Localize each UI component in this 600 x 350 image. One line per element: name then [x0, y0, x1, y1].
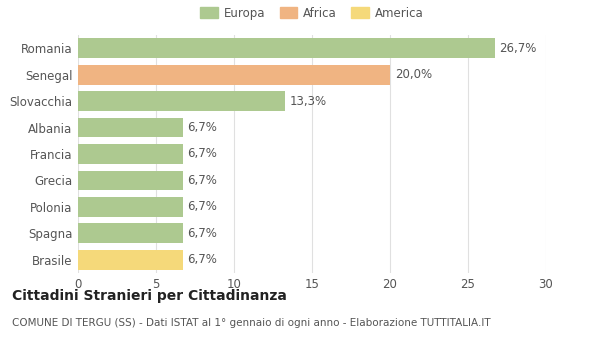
Bar [78, 250, 182, 270]
Text: 6,7%: 6,7% [187, 147, 217, 161]
Text: 6,7%: 6,7% [187, 201, 217, 214]
Bar [78, 91, 286, 111]
Bar [78, 65, 390, 85]
Text: 20,0%: 20,0% [395, 68, 432, 81]
Bar [78, 38, 494, 58]
Bar [78, 144, 182, 164]
Bar [78, 170, 182, 190]
Bar [78, 223, 182, 243]
Bar [78, 197, 182, 217]
Text: 6,7%: 6,7% [187, 253, 217, 266]
Text: 6,7%: 6,7% [187, 227, 217, 240]
Legend: Europa, Africa, America: Europa, Africa, America [196, 2, 428, 24]
Text: 6,7%: 6,7% [187, 174, 217, 187]
Text: Cittadini Stranieri per Cittadinanza: Cittadini Stranieri per Cittadinanza [12, 289, 287, 303]
Text: COMUNE DI TERGU (SS) - Dati ISTAT al 1° gennaio di ogni anno - Elaborazione TUTT: COMUNE DI TERGU (SS) - Dati ISTAT al 1° … [12, 318, 491, 329]
Text: 6,7%: 6,7% [187, 121, 217, 134]
Text: 26,7%: 26,7% [499, 42, 536, 55]
Bar [78, 118, 182, 138]
Text: 13,3%: 13,3% [290, 94, 327, 107]
